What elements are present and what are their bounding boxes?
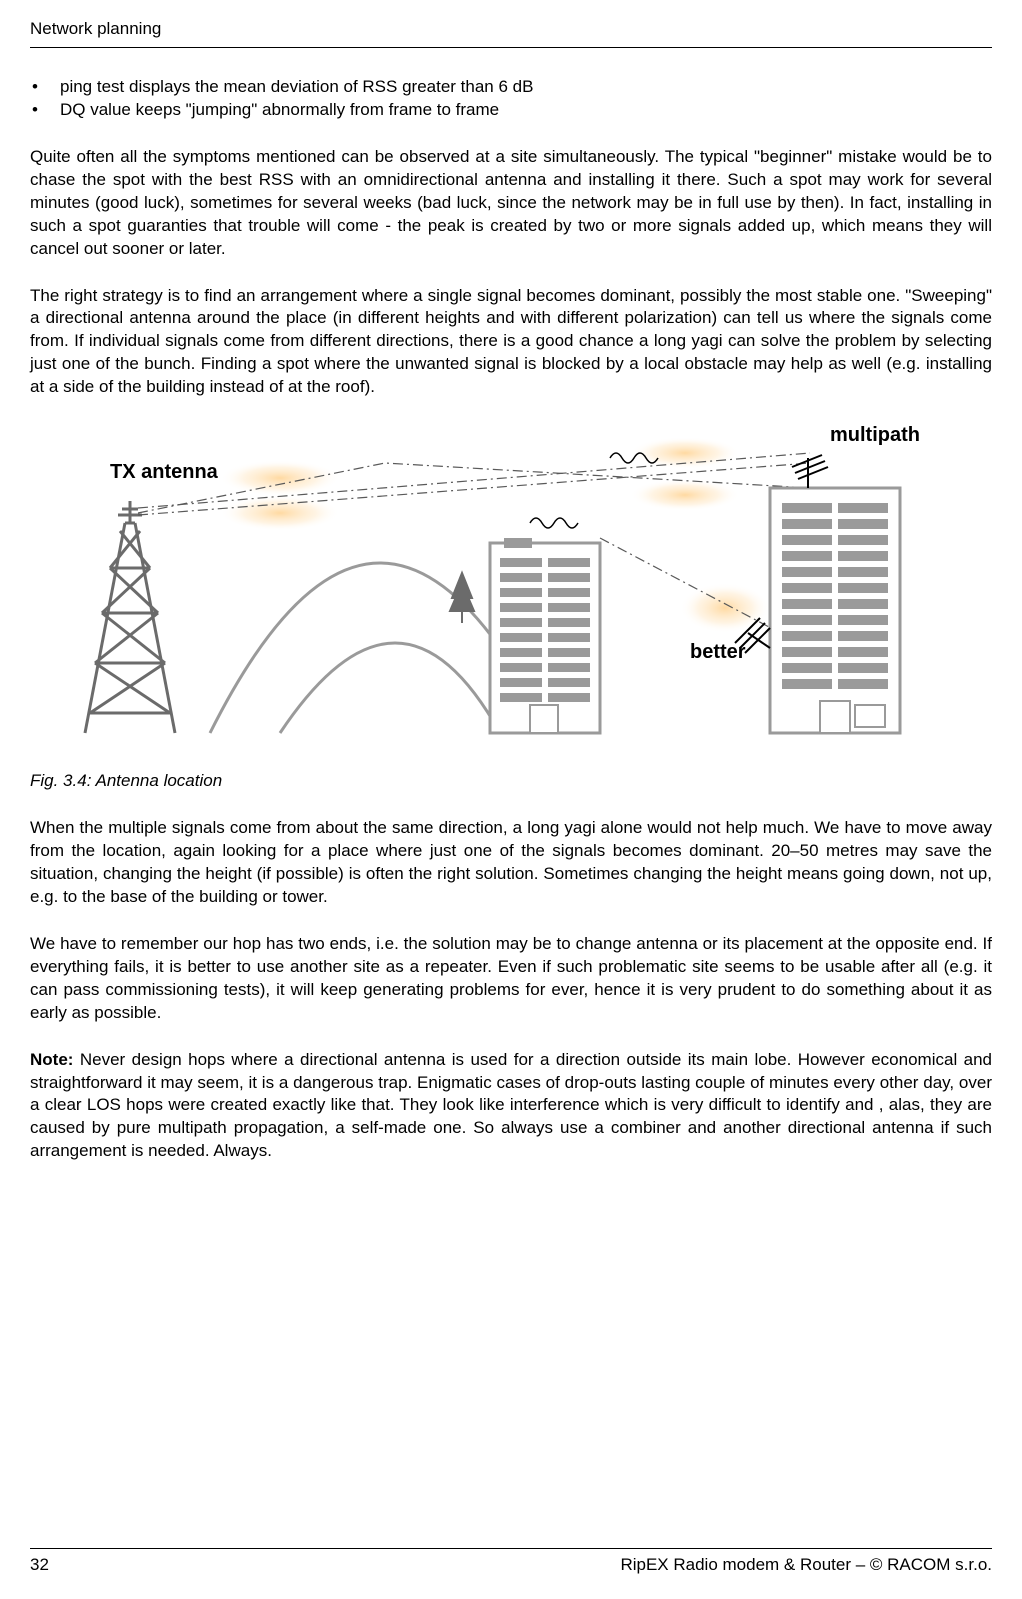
- bullet-marker: •: [32, 99, 60, 122]
- bullet-text: ping test displays the mean deviation of…: [60, 76, 533, 99]
- paragraph-note: Note: Never design hops where a directio…: [30, 1049, 992, 1164]
- building-icon: [770, 488, 900, 733]
- page-footer: 32 RipEX Radio modem & Router – © RACOM …: [30, 1548, 992, 1577]
- figure-label-tx: TX antenna: [110, 461, 219, 483]
- bullet-marker: •: [32, 76, 60, 99]
- figure-antenna-location: TX antenna multipath better: [30, 423, 992, 760]
- figure-svg: TX antenna multipath better: [30, 423, 970, 753]
- building-icon: [490, 538, 600, 733]
- figure-label-multipath: multipath: [830, 424, 920, 446]
- footer-text: RipEX Radio modem & Router – © RACOM s.r…: [620, 1554, 992, 1577]
- tx-tower-icon: [85, 501, 175, 733]
- note-body: Never design hops where a directional an…: [30, 1050, 992, 1161]
- list-item: • DQ value keeps "jumping" abnormally fr…: [32, 99, 992, 122]
- list-item: • ping test displays the mean deviation …: [32, 76, 992, 99]
- paragraph: Quite often all the symptoms mentioned c…: [30, 146, 992, 261]
- bullet-list: • ping test displays the mean deviation …: [30, 76, 992, 122]
- paragraph: We have to remember our hop has two ends…: [30, 933, 992, 1025]
- page-header: Network planning: [30, 18, 992, 48]
- bullet-text: DQ value keeps "jumping" abnormally from…: [60, 99, 499, 122]
- note-label: Note:: [30, 1050, 73, 1069]
- figure-caption: Fig. 3.4: Antenna location: [30, 770, 992, 793]
- page-number: 32: [30, 1554, 49, 1577]
- figure-label-better: better: [690, 641, 746, 663]
- paragraph: When the multiple signals come from abou…: [30, 817, 992, 909]
- paragraph: The right strategy is to find an arrange…: [30, 285, 992, 400]
- header-title: Network planning: [30, 19, 161, 38]
